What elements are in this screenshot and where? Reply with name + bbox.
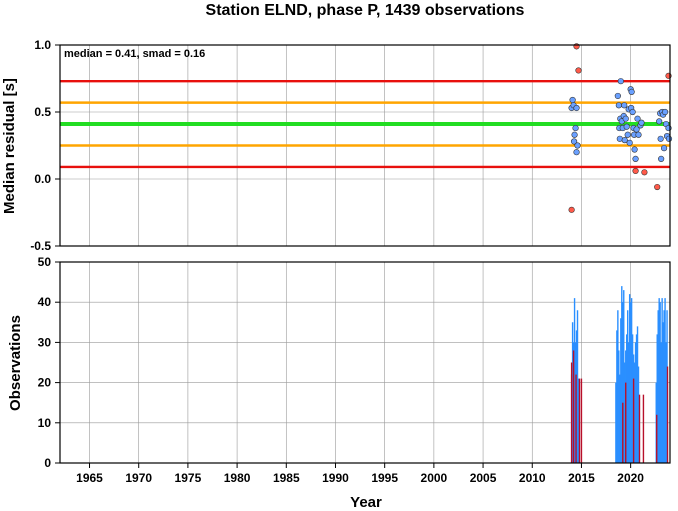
x-tick-label: 1980 <box>224 471 251 485</box>
residual-point <box>575 67 582 74</box>
observations-y-tick-label: 30 <box>38 335 52 349</box>
residual-point <box>568 206 575 213</box>
residual-point <box>633 126 640 133</box>
residual-point <box>617 78 624 85</box>
residual-point <box>632 167 639 175</box>
residual-point <box>573 104 580 112</box>
observations-plot-frame <box>59 261 671 464</box>
x-tick-label: 2020 <box>617 471 644 485</box>
observations-y-tick-label: 40 <box>38 295 52 309</box>
residual-point <box>621 102 628 109</box>
residual-point <box>661 108 669 116</box>
observations-y-tick-label: 10 <box>38 416 52 430</box>
x-tick-label: 1965 <box>76 471 103 485</box>
observations-panel: 0 10 20 30 40 50 1965 1970 1975 1980 1985 1990 1995… <box>7 255 671 511</box>
residual-point <box>629 108 636 116</box>
observations-y-tick-label: 50 <box>38 255 52 269</box>
residual-y-tick-label: -0.5 <box>30 239 51 253</box>
x-tick-label: 2005 <box>470 471 497 485</box>
residual-point <box>573 43 580 50</box>
residual-point <box>615 102 622 109</box>
x-tick-label: 2015 <box>568 471 595 485</box>
residual-point <box>638 119 645 126</box>
residual-point <box>623 123 630 130</box>
observations-y-ticks: 0 10 20 30 40 50 <box>38 255 60 470</box>
residual-y-tick-label: 1.0 <box>34 38 51 52</box>
x-tick-label: 1970 <box>125 471 152 485</box>
x-tick-label: 2010 <box>519 471 546 485</box>
year-x-ticks: 1965 1970 1975 1980 1985 1990 1995 2000 2005 2010… <box>76 463 644 485</box>
residual-point <box>626 139 633 146</box>
residual-points <box>568 43 673 213</box>
residual-annotation: median = 0.41, smad = 0.16 <box>64 48 205 60</box>
residual-y-tick-label: 0.0 <box>34 172 51 186</box>
observations-y-tick-label: 0 <box>44 456 51 470</box>
x-tick-label: 1995 <box>371 471 398 485</box>
residual-point <box>628 88 635 95</box>
residual-point <box>660 145 668 152</box>
observations-y-axis-label: Observations <box>7 315 24 411</box>
residual-y-axis-label: Median residual [s] <box>1 78 18 214</box>
residual-point <box>665 135 673 142</box>
residual-point <box>656 118 663 125</box>
residual-panel: 1.0 0.5 0.0 -0.5 median = 0.41, smad = 0.16… <box>1 38 673 253</box>
x-tick-label: 1990 <box>322 471 349 485</box>
residual-point <box>657 135 664 142</box>
residual-plot-frame <box>59 44 671 247</box>
chart-title: Station ELND, phase P, 1439 observations <box>206 2 525 19</box>
residual-point <box>573 149 580 156</box>
residual-point <box>572 124 579 132</box>
residual-point <box>634 115 641 122</box>
residual-point <box>569 96 576 104</box>
year-x-axis-label: Year <box>350 494 382 511</box>
residual-point <box>614 92 621 100</box>
residual-point <box>624 131 631 138</box>
residual-y-tick-label: 0.5 <box>34 105 51 119</box>
residual-point <box>658 155 665 162</box>
x-tick-label: 1975 <box>175 471 202 485</box>
residual-point <box>631 146 638 153</box>
residual-y-ticks: 1.0 0.5 0.0 -0.5 <box>30 38 60 253</box>
residual-point <box>635 131 642 138</box>
residual-point <box>621 137 628 144</box>
residual-point <box>574 142 581 149</box>
residual-point <box>641 169 648 176</box>
observations-y-tick-label: 20 <box>38 376 52 390</box>
residual-point <box>654 183 661 191</box>
x-tick-label: 1985 <box>273 471 300 485</box>
x-tick-label: 2000 <box>421 471 448 485</box>
residual-point <box>622 115 629 122</box>
residual-point <box>632 155 639 162</box>
residual-point <box>570 138 578 145</box>
residual-reference-lines <box>60 79 670 169</box>
residual-point <box>571 131 578 138</box>
observations-bars <box>570 286 669 463</box>
